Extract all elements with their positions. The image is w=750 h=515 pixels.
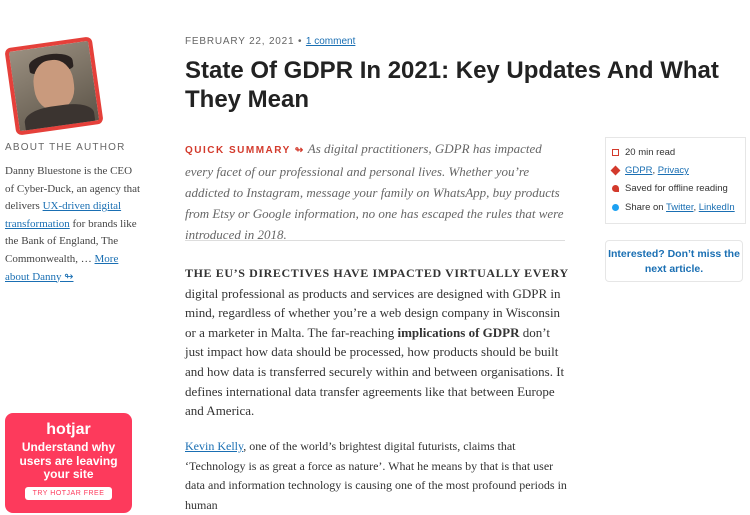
icon: [612, 185, 619, 193]
info-row: 20 min read: [612, 144, 745, 162]
share-link[interactable]: LinkedIn: [698, 201, 735, 213]
ad-logo: hotjar: [46, 421, 91, 438]
newsletter-box[interactable]: Interested? Don’t miss the next article.: [605, 240, 743, 282]
page: { "article": { "date": "FEBRUARY 22, 202…: [4, 36, 746, 513]
info-row: Saved for offline reading: [612, 180, 745, 198]
quick-summary: QUICK SUMMARY ↬ As digital practitioners…: [185, 138, 570, 245]
paragraph: THE EU’S DIRECTIVES HAVE IMPACTED VIRTUA…: [185, 263, 570, 421]
author-bio: Danny Bluestone is the CEO of Cyber-Duck…: [5, 163, 143, 286]
article-title: State Of GDPR In 2021: Key Updates And W…: [185, 57, 719, 113]
ad-text: Understand why users are leaving your si…: [19, 440, 118, 481]
bio-link[interactable]: UX-driven digital transformation: [5, 200, 122, 230]
divider: [185, 240, 565, 241]
newsletter-text: Interested? Don’t miss the next article.: [608, 248, 740, 275]
bio-text: Danny Bluestone is the CEO of Cyber-Duck…: [5, 165, 141, 213]
author-avatar: [4, 36, 104, 136]
date: FEBRUARY 22, 2021: [185, 36, 295, 47]
article-info: 20 min read GDPR, Privacy Saved for offl…: [605, 137, 746, 224]
comments-link[interactable]: 1 comment: [305, 36, 356, 47]
bullet: •: [298, 36, 303, 47]
paragraph-text: , one of the world’s brightest digital f…: [185, 439, 567, 512]
icon: [610, 165, 621, 176]
info-row: GDPR, Privacy: [610, 162, 745, 180]
ad-button[interactable]: TRY HOTJAR FREE: [24, 486, 113, 500]
share-link[interactable]: Twitter: [666, 201, 694, 213]
info-row: Share on Twitter, LinkedIn: [612, 199, 745, 217]
separator: ,: [652, 165, 658, 177]
saved-text: Saved for offline reading: [625, 183, 728, 195]
article-meta: FEBRUARY 22, 2021 • 1 comment: [185, 36, 355, 47]
read-time: 20 min read: [625, 147, 676, 158]
separator: ,: [693, 201, 699, 213]
tag-link[interactable]: Privacy: [657, 165, 689, 177]
author-heading: ABOUT THE AUTHOR: [5, 142, 126, 153]
inline-link[interactable]: Kevin Kelly: [185, 439, 244, 453]
tag-link[interactable]: GDPR: [625, 165, 653, 177]
paragraph-text: don’t just impact how data should be pro…: [185, 324, 565, 419]
icon: [612, 148, 619, 156]
icon: [612, 203, 619, 211]
bio-text: for brands like the Bank of England, The…: [5, 217, 137, 265]
bold-text: implications of GDPR: [397, 324, 520, 340]
lead-text: THE EU’S DIRECTIVES HAVE IMPACTED VIRTUA…: [185, 266, 569, 280]
more-link[interactable]: More about Danny ↬: [5, 252, 119, 283]
share-text: Share on: [625, 201, 667, 213]
summary-text: As digital practitioners, GDPR has impac…: [185, 141, 564, 242]
paragraph-text: digital professional as products and ser…: [185, 285, 561, 340]
paragraph: Kevin Kelly, one of the world’s brightes…: [185, 437, 570, 515]
ad-banner[interactable]: hotjar Understand why users are leaving …: [5, 413, 132, 513]
summary-label: QUICK SUMMARY ↬: [185, 145, 305, 156]
